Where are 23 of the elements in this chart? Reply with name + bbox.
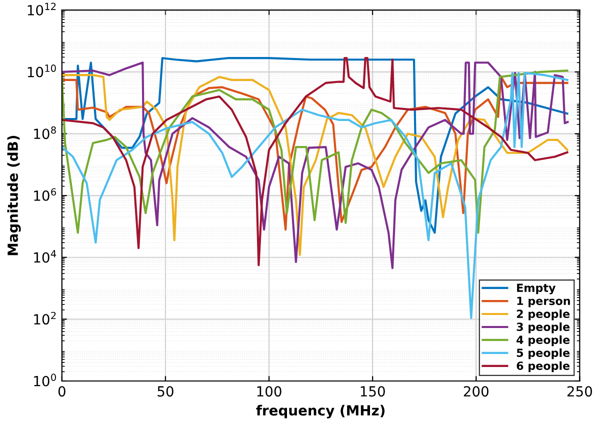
y-tick-label: 10$^{2}$	[34, 312, 56, 325]
x-tick-label: 250	[567, 386, 592, 397]
x-tick-label: 200	[464, 386, 488, 397]
x-tick-label: 0	[58, 386, 66, 397]
legend-label: 3 people	[516, 322, 570, 334]
y-tick-label: 10$^{6}$	[34, 188, 56, 201]
x-tick-label: 50	[158, 386, 174, 397]
y-tick-label: 10$^{10}$	[28, 64, 56, 78]
legend-label: 1 person	[517, 296, 570, 308]
x-tick-label: 150	[360, 386, 385, 397]
legend-label: 4 people	[516, 335, 570, 346]
line-series	[62, 72, 568, 319]
x-tick-label: 100	[257, 386, 282, 397]
legend-label: 2 people	[516, 309, 570, 320]
y-tick-label: 10$^{4}$	[34, 250, 56, 263]
y-axis-title: Magnitude (dB)	[7, 136, 21, 256]
y-tick-label: 10$^{12}$	[28, 2, 56, 16]
legend-label: 5 people	[516, 348, 570, 360]
y-tick-label: 10$^{8}$	[34, 126, 56, 140]
legend-label: 6 people	[516, 361, 570, 372]
x-axis-title: frequency (MHz)	[256, 404, 385, 418]
y-tick-label: 10$^{0}$	[34, 374, 56, 386]
legend-label: Empty	[517, 284, 556, 294]
